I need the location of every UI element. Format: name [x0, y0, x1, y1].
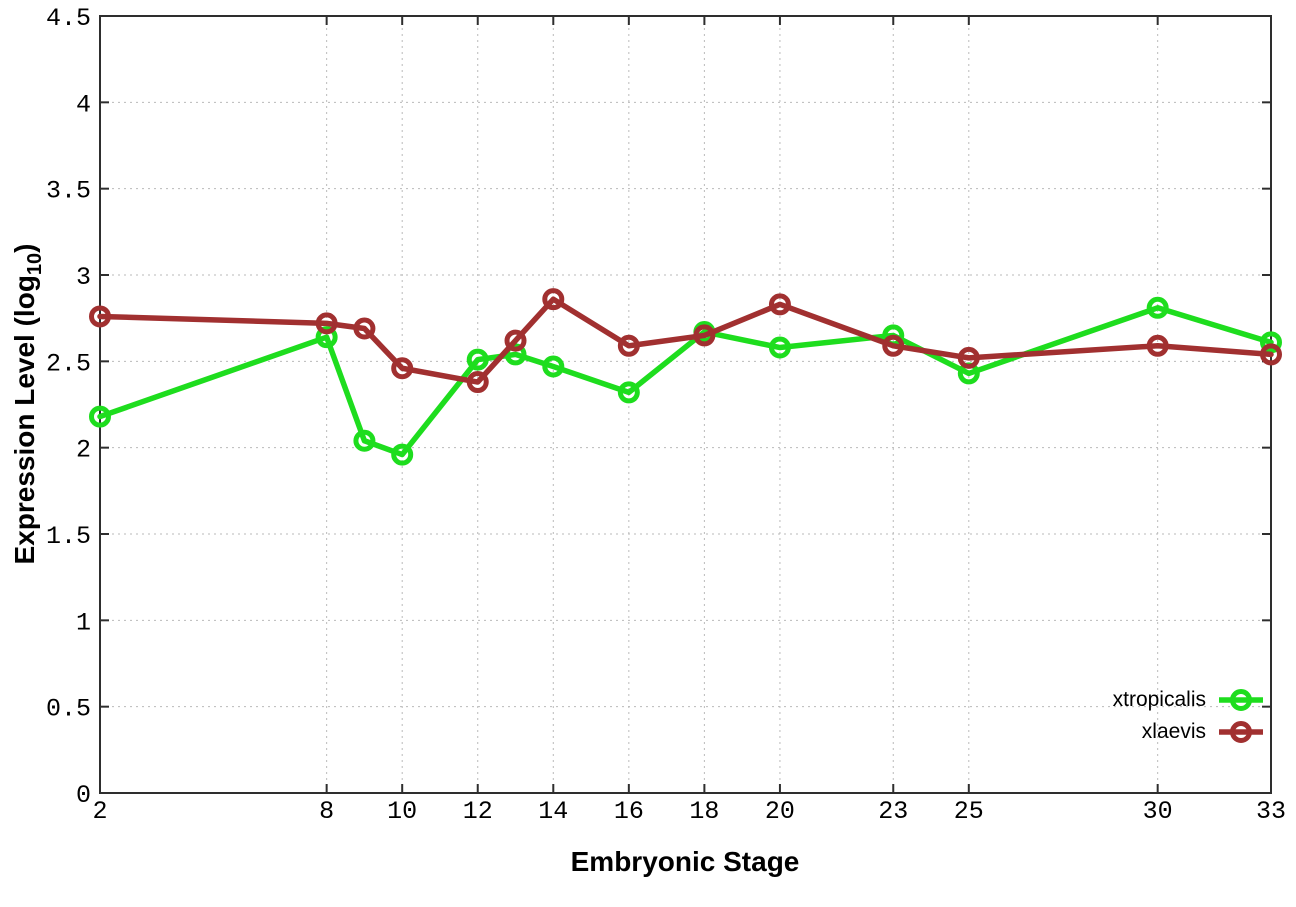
x-axis-title: Embryonic Stage: [570, 846, 800, 877]
data-point-xlaevis: [957, 346, 980, 369]
data-point-xlaevis: [89, 305, 111, 328]
data-point-xtropicalis: [504, 343, 527, 366]
data-point-xlaevis: [466, 371, 489, 394]
x-tick-label: 18: [689, 797, 719, 826]
data-point-xlaevis: [391, 357, 414, 380]
data-point-xtropicalis: [315, 326, 338, 349]
legend-item-xlaevis: xlaevis: [1142, 716, 1264, 748]
x-tick-label: 30: [1143, 797, 1173, 826]
data-point-xtropicalis: [1260, 331, 1282, 354]
data-point-xlaevis: [882, 334, 905, 357]
data-point-xlaevis: [617, 334, 640, 357]
y-tick-label: 1: [76, 608, 91, 637]
data-point-xtropicalis: [466, 348, 489, 371]
data-point-xlaevis: [353, 317, 376, 340]
y-axis-title-main: Expression Level (log: [9, 275, 40, 564]
legend-swatch-xtropicalis-icon: [1219, 689, 1263, 711]
x-tick-label: 14: [538, 797, 568, 826]
y-tick-label: 2.5: [46, 349, 91, 378]
legend-item-xtropicalis: xtropicalis: [1113, 684, 1264, 716]
x-tick-label: 23: [878, 797, 908, 826]
x-tick-label: 20: [765, 797, 795, 826]
x-tick-label: 16: [614, 797, 644, 826]
y-axis-title: Expression Level (log10): [9, 244, 46, 565]
series-line-xlaevis: [97, 296, 1274, 385]
y-tick-label: 1.5: [46, 522, 91, 551]
y-tick-label: 0.5: [46, 695, 91, 724]
data-point-xtropicalis: [353, 429, 376, 452]
plot-area: 2 8 10 12 14 16 18 20 23 25 30 33 0 0.5 1 1.5 2 2.5 3 3.5 4 4…: [46, 4, 1286, 826]
x-tick-label: 10: [387, 797, 417, 826]
data-point-xtropicalis: [1146, 296, 1169, 319]
x-tick-label: 25: [954, 797, 984, 826]
data-point-xtropicalis: [617, 381, 640, 404]
data-point-xlaevis: [1146, 334, 1169, 357]
y-axis-title-close: ): [9, 244, 40, 253]
data-point-xtropicalis: [391, 443, 414, 466]
x-tick-label: 8: [319, 797, 334, 826]
data-point-xlaevis: [315, 312, 338, 335]
data-point-xlaevis: [768, 293, 791, 316]
y-tick-label: 4: [76, 90, 91, 119]
legend-label-xlaevis: xlaevis: [1141, 720, 1206, 743]
data-point-xlaevis: [1260, 343, 1282, 366]
y-tick-label: 4.5: [46, 4, 91, 33]
data-point-xtropicalis: [89, 405, 111, 428]
x-tick-label: 33: [1256, 797, 1286, 826]
y-axis-title-subscript: 10: [24, 253, 46, 275]
series-line-xtropicalis: [97, 305, 1274, 458]
x-tick-label: 12: [463, 797, 493, 826]
y-tick-label: 3.5: [46, 177, 91, 206]
legend-label-xtropicalis: xtropicalis: [1112, 688, 1206, 711]
data-point-xlaevis: [542, 288, 565, 311]
data-point-xlaevis: [504, 329, 527, 352]
y-tick-label: 0: [76, 781, 91, 810]
plot-border: [99, 15, 1272, 794]
y-tick-label: 3: [76, 263, 91, 292]
data-point-xlaevis: [693, 324, 716, 347]
legend: xtropicalis xlaevis: [1113, 684, 1264, 748]
legend-swatch-xlaevis-icon: [1219, 721, 1263, 743]
data-point-xtropicalis: [542, 355, 565, 378]
y-tick-label: 2: [76, 436, 91, 465]
x-tick-label: 2: [92, 797, 107, 826]
data-point-xtropicalis: [768, 336, 791, 359]
